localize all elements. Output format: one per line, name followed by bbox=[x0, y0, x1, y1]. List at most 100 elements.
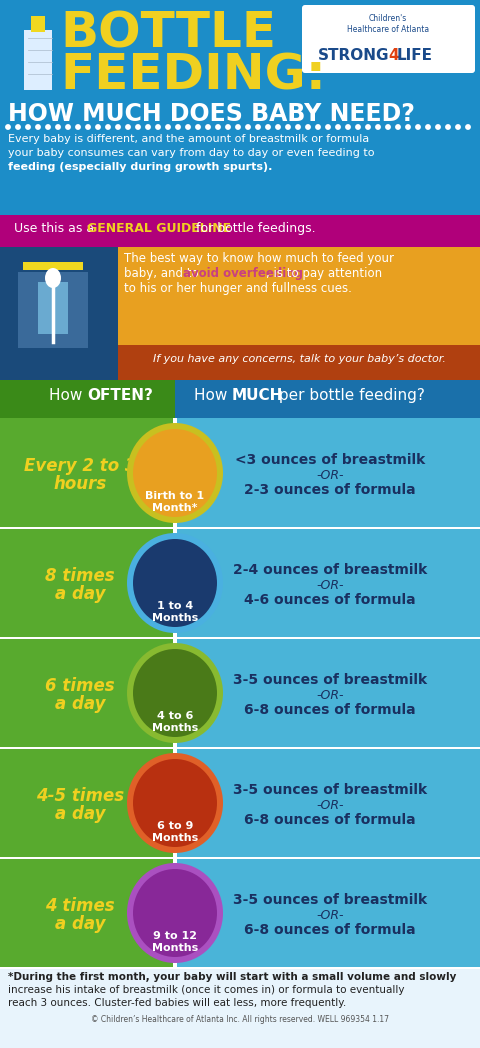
Text: Every 2 to 3: Every 2 to 3 bbox=[24, 457, 136, 475]
Bar bbox=[23, 262, 83, 270]
Circle shape bbox=[466, 125, 470, 129]
Circle shape bbox=[86, 125, 90, 129]
Circle shape bbox=[186, 125, 190, 129]
Circle shape bbox=[156, 125, 160, 129]
Bar bbox=[175, 858, 480, 968]
Text: Use this as a: Use this as a bbox=[14, 222, 98, 235]
Bar bbox=[0, 748, 175, 858]
Text: a day: a day bbox=[55, 915, 105, 933]
Bar bbox=[38, 282, 68, 334]
Text: © Children’s Healthcare of Atlanta Inc. All rights reserved. WELL 969354 1.17: © Children’s Healthcare of Atlanta Inc. … bbox=[91, 1016, 389, 1024]
Circle shape bbox=[266, 125, 270, 129]
Bar bbox=[24, 30, 52, 90]
Text: OFTEN?: OFTEN? bbox=[87, 388, 153, 403]
Bar bbox=[31, 16, 45, 32]
Bar bbox=[0, 418, 175, 528]
Text: for bottle feedings.: for bottle feedings. bbox=[192, 222, 316, 235]
Text: 3-5 ounces of breastmilk: 3-5 ounces of breastmilk bbox=[233, 893, 427, 907]
Text: increase his intake of breastmilk (once it comes in) or formula to eventually: increase his intake of breastmilk (once … bbox=[8, 985, 405, 995]
Bar bbox=[0, 247, 480, 380]
Text: Birth to 1: Birth to 1 bbox=[145, 492, 204, 501]
Text: to his or her hunger and fullness cues.: to his or her hunger and fullness cues. bbox=[124, 282, 352, 294]
Bar bbox=[0, 215, 480, 247]
Text: avoid overfeeding: avoid overfeeding bbox=[183, 267, 303, 280]
Ellipse shape bbox=[127, 863, 223, 963]
Text: BOTTLE: BOTTLE bbox=[60, 10, 276, 58]
Ellipse shape bbox=[127, 423, 223, 523]
Text: hours: hours bbox=[53, 475, 107, 493]
Circle shape bbox=[296, 125, 300, 129]
Ellipse shape bbox=[133, 649, 217, 737]
Text: Every baby is different, and the amount of breastmilk or formula: Every baby is different, and the amount … bbox=[8, 134, 369, 144]
Bar bbox=[0, 638, 175, 748]
Text: 4-5 times: 4-5 times bbox=[36, 787, 124, 805]
Bar bbox=[0, 858, 175, 968]
Text: a day: a day bbox=[55, 585, 105, 603]
Ellipse shape bbox=[127, 643, 223, 743]
Circle shape bbox=[386, 125, 390, 129]
Circle shape bbox=[196, 125, 200, 129]
Bar bbox=[175, 748, 480, 858]
Circle shape bbox=[336, 125, 340, 129]
Text: 2-3 ounces of formula: 2-3 ounces of formula bbox=[244, 483, 416, 497]
Text: -OR-: -OR- bbox=[316, 689, 344, 702]
Bar bbox=[0, 857, 480, 859]
Circle shape bbox=[206, 125, 210, 129]
Circle shape bbox=[346, 125, 350, 129]
Text: The best way to know how much to feed your: The best way to know how much to feed yo… bbox=[124, 252, 394, 265]
Bar bbox=[175, 638, 480, 748]
Text: a day: a day bbox=[55, 695, 105, 713]
Circle shape bbox=[256, 125, 260, 129]
Text: Children's
Healthcare of Atlanta: Children's Healthcare of Atlanta bbox=[347, 14, 429, 35]
Text: 4: 4 bbox=[388, 48, 398, 63]
Bar bbox=[175, 418, 480, 528]
Bar bbox=[175, 528, 480, 638]
Text: -OR-: -OR- bbox=[316, 909, 344, 922]
Text: *During the first month, your baby will start with a small volume and slowly: *During the first month, your baby will … bbox=[8, 971, 456, 982]
Text: Month*: Month* bbox=[152, 503, 198, 514]
Circle shape bbox=[246, 125, 250, 129]
Text: FEEDING:: FEEDING: bbox=[60, 52, 326, 100]
Text: 9 to 12: 9 to 12 bbox=[153, 931, 197, 941]
Circle shape bbox=[406, 125, 410, 129]
Text: a day: a day bbox=[55, 805, 105, 823]
Text: 4 times: 4 times bbox=[45, 897, 115, 915]
Bar bbox=[173, 418, 177, 968]
Circle shape bbox=[356, 125, 360, 129]
Bar bbox=[175, 380, 480, 418]
Text: 4 to 6: 4 to 6 bbox=[157, 711, 193, 721]
Text: , is to pay attention: , is to pay attention bbox=[265, 267, 382, 280]
Text: GENERAL GUIDELINE: GENERAL GUIDELINE bbox=[87, 222, 231, 235]
Circle shape bbox=[176, 125, 180, 129]
Circle shape bbox=[436, 125, 440, 129]
Circle shape bbox=[96, 125, 100, 129]
Text: Months: Months bbox=[152, 833, 198, 843]
Circle shape bbox=[416, 125, 420, 129]
Text: 2-4 ounces of breastmilk: 2-4 ounces of breastmilk bbox=[233, 563, 427, 577]
Circle shape bbox=[146, 125, 150, 129]
Circle shape bbox=[76, 125, 80, 129]
Circle shape bbox=[456, 125, 460, 129]
Text: Months: Months bbox=[152, 723, 198, 733]
Bar bbox=[0, 968, 480, 1048]
Bar bbox=[0, 637, 480, 639]
Circle shape bbox=[126, 125, 130, 129]
Circle shape bbox=[116, 125, 120, 129]
Circle shape bbox=[396, 125, 400, 129]
Text: -OR-: -OR- bbox=[316, 470, 344, 482]
Ellipse shape bbox=[127, 533, 223, 633]
Circle shape bbox=[46, 125, 50, 129]
Circle shape bbox=[106, 125, 110, 129]
Bar bbox=[0, 380, 175, 418]
Circle shape bbox=[66, 125, 70, 129]
Bar bbox=[18, 272, 88, 348]
Bar bbox=[0, 747, 480, 749]
Text: MUCH: MUCH bbox=[232, 388, 283, 403]
Circle shape bbox=[56, 125, 60, 129]
Text: STRONG: STRONG bbox=[318, 48, 389, 63]
FancyBboxPatch shape bbox=[302, 5, 475, 73]
Bar bbox=[118, 345, 480, 380]
Circle shape bbox=[446, 125, 450, 129]
Circle shape bbox=[326, 125, 330, 129]
Ellipse shape bbox=[133, 429, 217, 517]
